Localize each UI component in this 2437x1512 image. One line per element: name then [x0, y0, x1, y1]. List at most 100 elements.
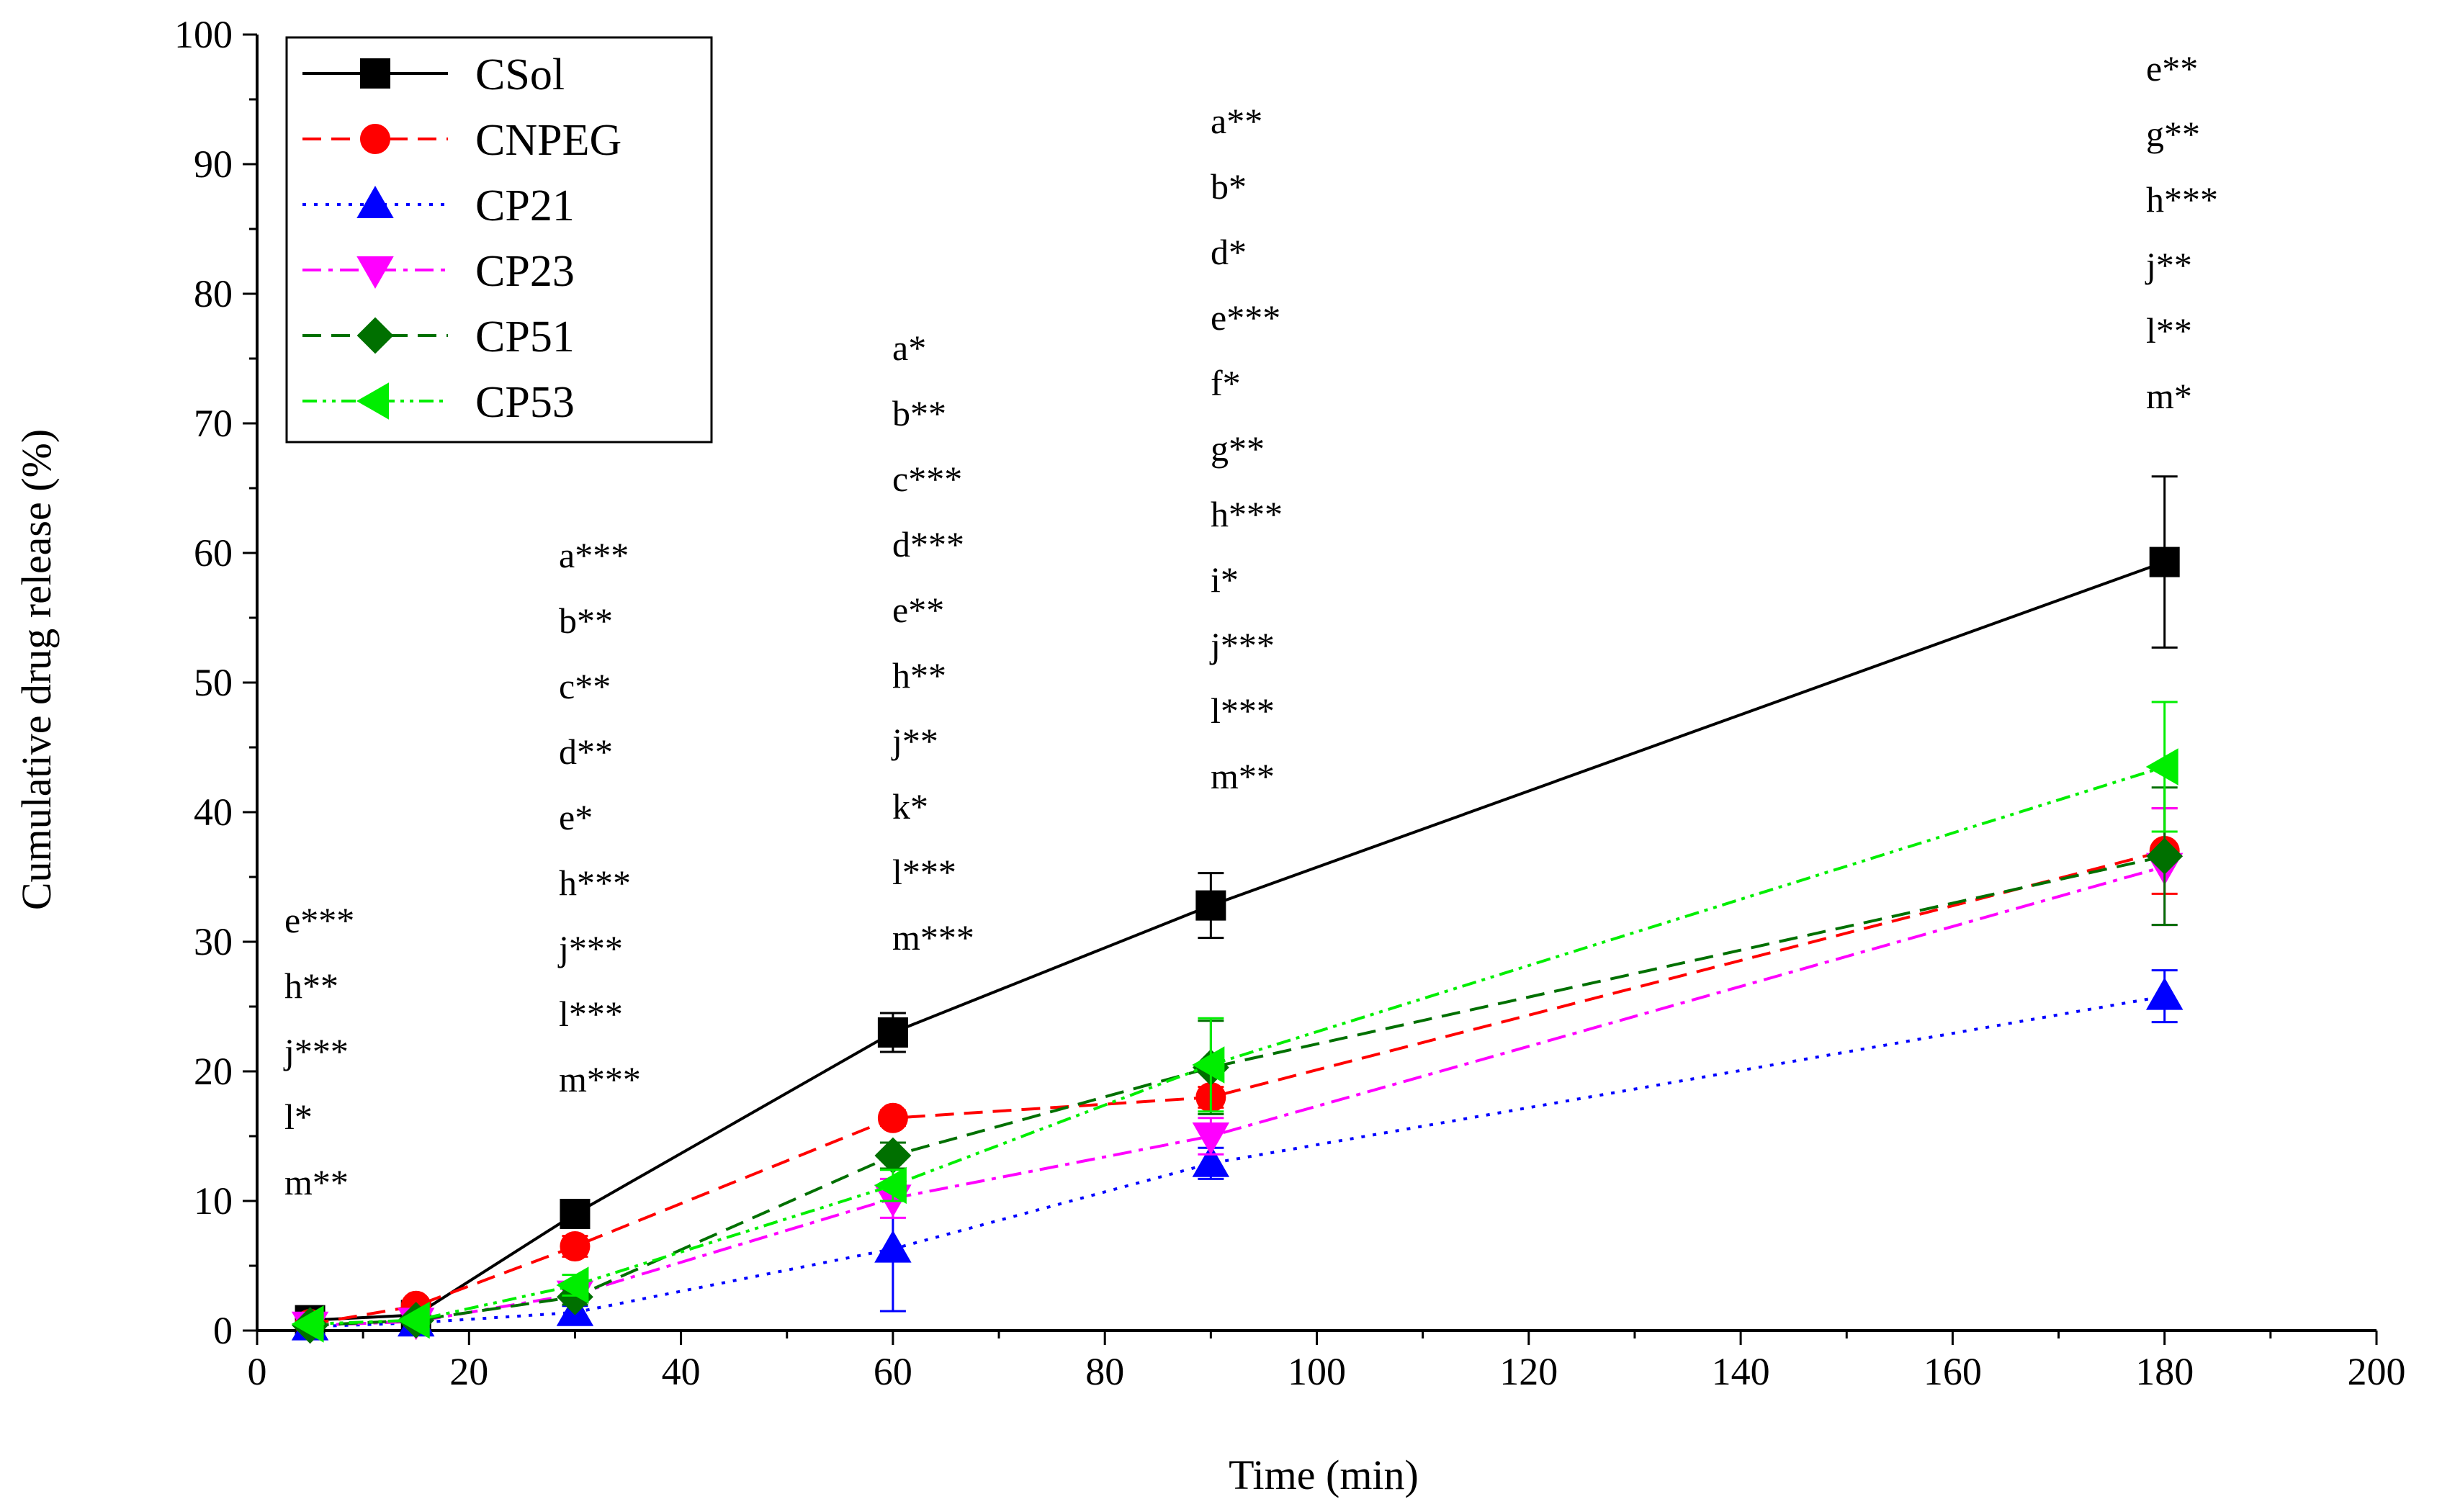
data-point — [874, 1166, 907, 1205]
x-tick-label: 0 — [248, 1350, 267, 1393]
y-tick-label: 40 — [194, 791, 233, 834]
data-point — [1192, 1144, 1230, 1177]
legend-marker — [356, 317, 394, 354]
y-tick-label: 20 — [194, 1050, 233, 1093]
annotation-label: j*** — [557, 928, 623, 968]
annotation-label: k* — [892, 786, 928, 827]
significance-annotations: e*** h** j*** l* m** a*** b** c** d** e* h*** j*** l… — [283, 48, 2218, 1202]
data-point — [877, 1017, 908, 1048]
annotation-label: l*** — [892, 852, 956, 892]
data-point — [2145, 748, 2178, 786]
data-point — [2145, 977, 2184, 1010]
annotation-label: b* — [1211, 166, 1247, 207]
data-point — [291, 1305, 324, 1343]
legend-marker — [356, 382, 389, 420]
series-line — [310, 560, 2166, 1322]
annotation-label: m* — [2146, 376, 2192, 416]
annotation-label: m** — [1211, 756, 1275, 796]
data-point — [556, 1266, 589, 1304]
annotation-label: f* — [1211, 363, 1241, 403]
annotation-label: l** — [2146, 310, 2192, 351]
data-point — [560, 1199, 591, 1229]
legend-box — [285, 36, 713, 444]
data-point — [1192, 1122, 1230, 1156]
annotation-label: j** — [2145, 245, 2192, 285]
x-tick-label: 160 — [1924, 1350, 1982, 1393]
annotation-label: m** — [284, 1162, 349, 1202]
legend-label: CP23 — [475, 247, 575, 296]
annotation-label: j*** — [1209, 625, 1275, 665]
legend-marker — [360, 124, 390, 154]
annotation-label: c*** — [892, 459, 962, 499]
y-tick-label: 90 — [194, 143, 233, 186]
y-tick-label: 70 — [194, 402, 233, 445]
data-series — [291, 475, 2184, 1344]
legend-label: CP53 — [475, 378, 575, 427]
annotation-label: h*** — [559, 863, 631, 903]
annotation-label: l*** — [559, 994, 623, 1034]
annotation-label: j*** — [283, 1031, 349, 1071]
legend-marker — [356, 256, 394, 289]
x-tick-label: 180 — [2135, 1350, 2194, 1393]
y-tick-label: 30 — [194, 920, 233, 963]
data-point — [397, 1301, 430, 1339]
x-tick-label: 40 — [662, 1350, 701, 1393]
series-line — [310, 765, 2166, 1326]
annotation-label: i* — [1211, 559, 1239, 600]
data-point — [2146, 837, 2184, 875]
annotation-label: h** — [284, 966, 338, 1006]
annotation-label: b** — [892, 393, 946, 433]
annotation-label: d*** — [892, 524, 964, 564]
annotation-label: m*** — [559, 1059, 641, 1099]
y-tick-label: 10 — [194, 1179, 233, 1223]
annotation-label: a* — [892, 328, 926, 368]
axes: 0 20 40 60 80 100 120 140 160 180 200 0 10 20 30 40 50 60… — [174, 13, 2406, 1393]
x-tick-label: 120 — [1499, 1350, 1558, 1393]
annotation-label: m*** — [892, 917, 974, 958]
y-tick-label: 60 — [194, 531, 233, 575]
y-tick-label: 50 — [194, 661, 233, 704]
data-point — [877, 1102, 908, 1133]
x-tick-label: 60 — [874, 1350, 912, 1393]
x-axis-title: Time (min) — [1229, 1452, 1419, 1498]
legend-label: CNPEG — [475, 116, 621, 165]
annotation-label: h*** — [2146, 179, 2218, 220]
y-tick-label: 0 — [213, 1309, 233, 1352]
legend: CSol CNPEG CP21 CP23 CP51 CP53 — [285, 36, 713, 444]
annotation-label: e*** — [1211, 297, 1280, 338]
annotation-label: e* — [559, 797, 593, 837]
x-tick-label: 20 — [449, 1350, 488, 1393]
x-tick-label: 80 — [1085, 1350, 1124, 1393]
legend-label: CP51 — [475, 312, 575, 361]
x-tick-label: 140 — [1712, 1350, 1770, 1393]
series-line — [310, 994, 2166, 1328]
annotation-label: a** — [1211, 101, 1262, 141]
x-tick-label: 200 — [2348, 1350, 2406, 1393]
legend-marker — [360, 58, 390, 89]
data-point — [874, 1230, 912, 1263]
annotation-label: e** — [892, 590, 944, 630]
annotation-label: j** — [891, 721, 938, 761]
data-point — [2149, 546, 2180, 577]
annotation-label: g** — [2146, 114, 2200, 154]
annotation-label: c** — [559, 666, 611, 706]
data-point — [560, 1231, 591, 1261]
series-cp53 — [291, 701, 2178, 1343]
y-tick-label: 100 — [174, 13, 233, 56]
annotation-label: g** — [1211, 428, 1265, 469]
y-axis-title: Cumulative drug release (%) — [13, 429, 60, 910]
annotation-label: l* — [284, 1097, 313, 1137]
annotation-label: e*** — [284, 900, 354, 940]
annotation-label: e** — [2146, 48, 2198, 89]
legend-label: CP21 — [475, 181, 575, 230]
annotation-label: h*** — [1211, 494, 1283, 534]
annotation-label: h** — [892, 655, 946, 696]
annotation-label: a*** — [559, 535, 629, 575]
data-point — [1195, 890, 1226, 921]
data-point — [1192, 1046, 1225, 1084]
y-tick-label: 80 — [194, 272, 233, 315]
annotation-label: d** — [559, 732, 613, 772]
annotation-label: b** — [559, 600, 613, 641]
x-tick-label: 100 — [1288, 1350, 1346, 1393]
